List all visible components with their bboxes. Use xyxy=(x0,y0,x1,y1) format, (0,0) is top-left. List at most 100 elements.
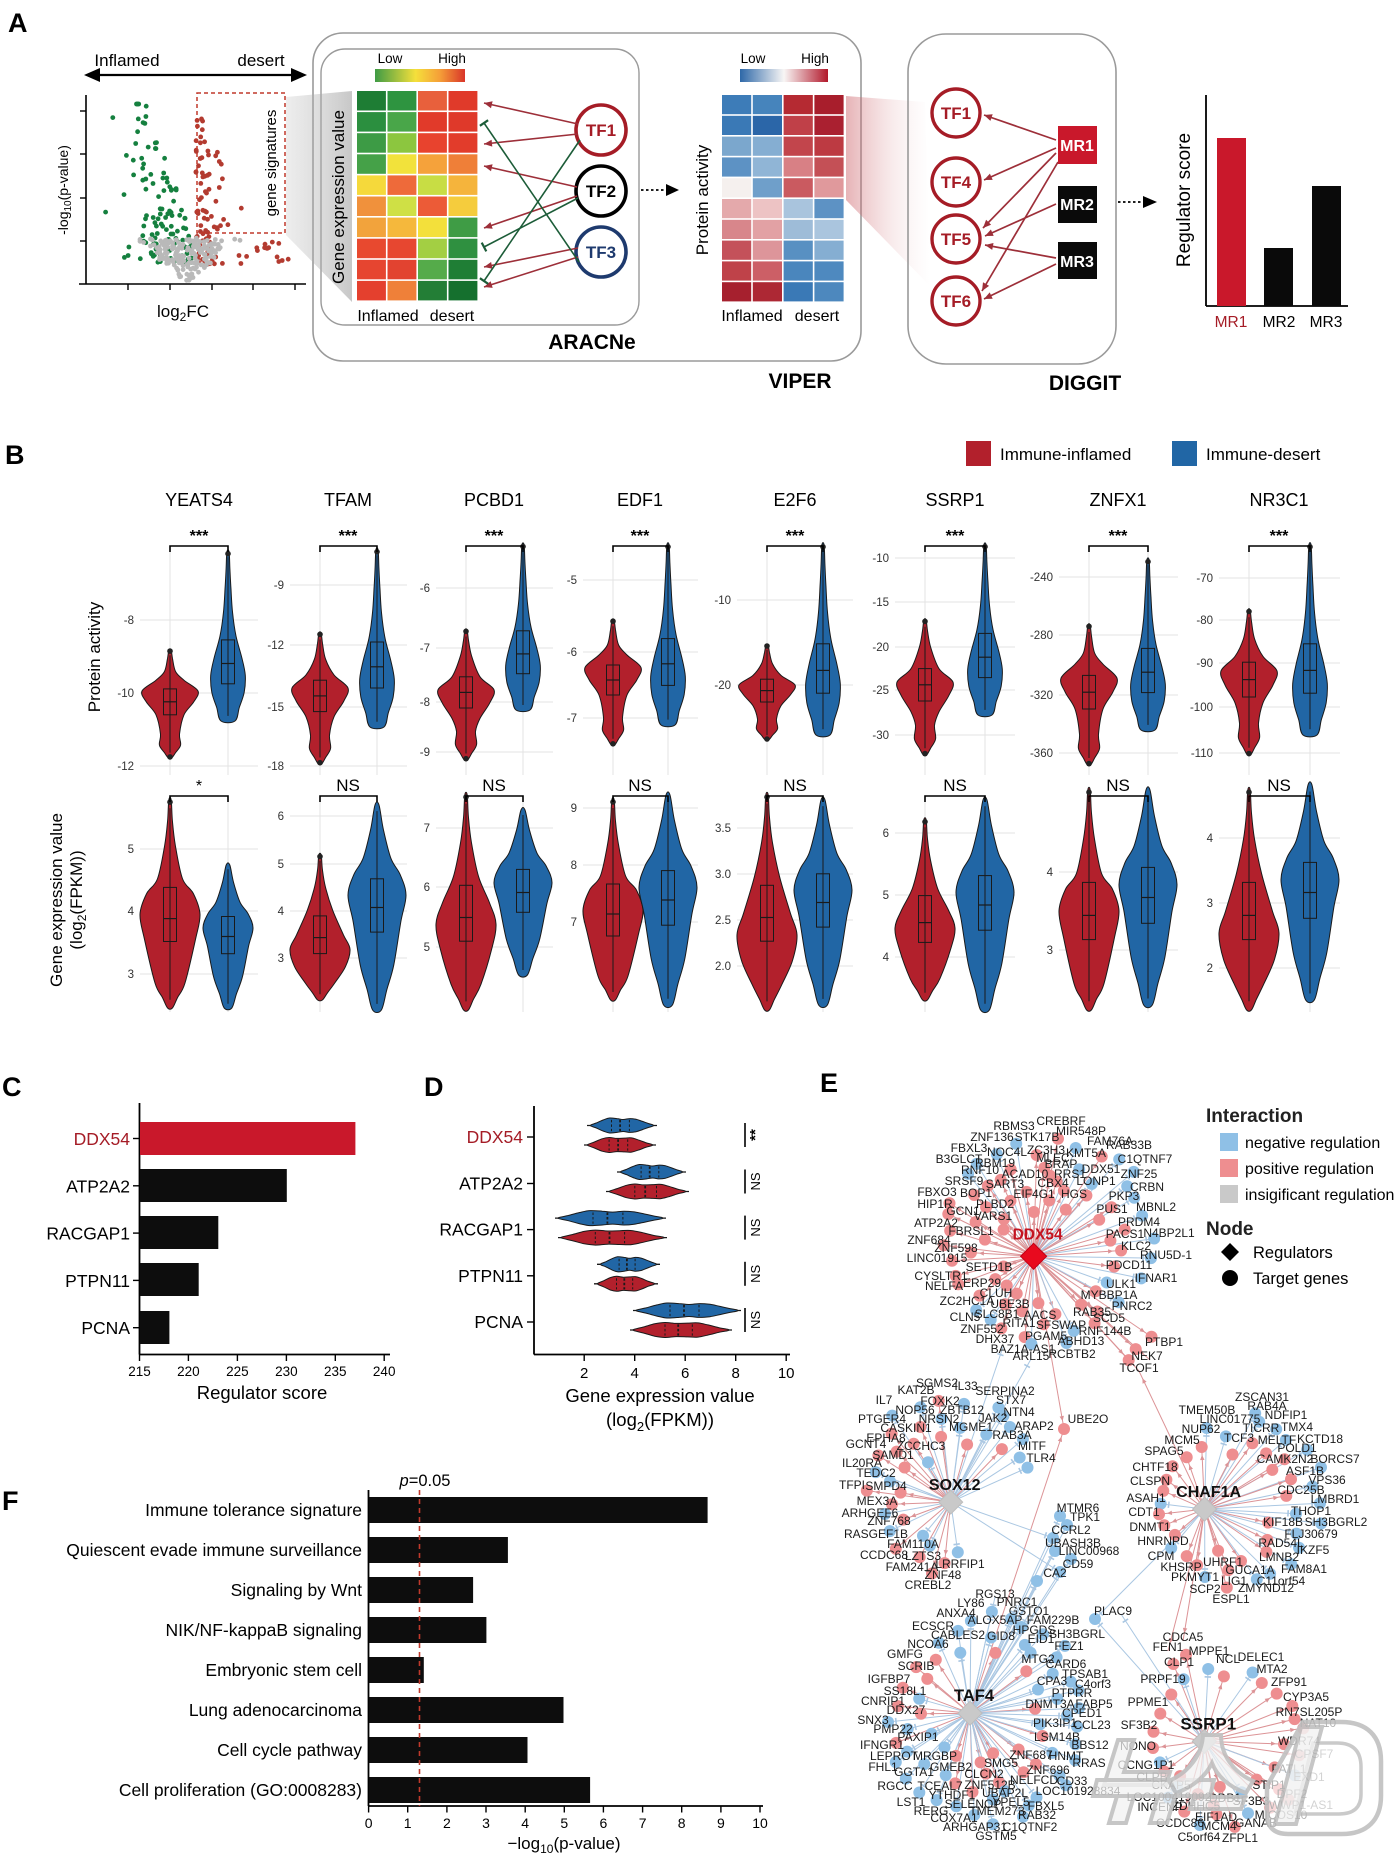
svg-text:KAT2B: KAT2B xyxy=(897,1383,934,1397)
svg-text:SOX12: SOX12 xyxy=(929,1477,981,1494)
svg-text:RACGAP1: RACGAP1 xyxy=(439,1220,523,1240)
svg-text:PTBP1: PTBP1 xyxy=(1145,1335,1183,1349)
svg-text:9: 9 xyxy=(717,1815,725,1831)
svg-text:-80: -80 xyxy=(1196,615,1213,627)
svg-text:TMX4: TMX4 xyxy=(1281,1420,1313,1434)
svg-text:MTA2: MTA2 xyxy=(1256,1662,1287,1676)
svg-text:ABHD13: ABHD13 xyxy=(1058,1334,1105,1348)
svg-text:MR2: MR2 xyxy=(1060,197,1094,214)
svg-text:DDX54: DDX54 xyxy=(74,1129,131,1149)
svg-text:CD33: CD33 xyxy=(1057,1774,1088,1788)
svg-text:GCNT4: GCNT4 xyxy=(846,1437,887,1451)
svg-text:EPHA8: EPHA8 xyxy=(866,1431,906,1445)
svg-text:NS: NS xyxy=(748,1218,763,1236)
svg-text:MRGBP: MRGBP xyxy=(913,1749,957,1763)
svg-text:2.5: 2.5 xyxy=(715,915,731,927)
svg-text:8: 8 xyxy=(678,1815,686,1831)
svg-text:GID8: GID8 xyxy=(987,1629,1015,1643)
svg-text:-30: -30 xyxy=(872,730,889,742)
svg-text:ARHGEF6: ARHGEF6 xyxy=(842,1506,899,1520)
svg-text:(log2(FPKM)): (log2(FPKM)) xyxy=(67,850,89,949)
svg-text:RASGEF1B: RASGEF1B xyxy=(844,1527,908,1541)
svg-text:LY86: LY86 xyxy=(957,1596,984,1610)
svg-text:-100: -100 xyxy=(1190,702,1213,714)
svg-text:MCM4: MCM4 xyxy=(1201,1819,1237,1833)
svg-text:MR2: MR2 xyxy=(1263,314,1296,331)
svg-text:7: 7 xyxy=(424,823,430,835)
svg-text:10: 10 xyxy=(778,1365,795,1382)
svg-text:MPPE1: MPPE1 xyxy=(1189,1644,1230,1658)
svg-text:-25: -25 xyxy=(872,685,889,697)
svg-text:PAXIP1: PAXIP1 xyxy=(897,1730,938,1744)
svg-text:**: ** xyxy=(747,1129,764,1141)
svg-text:ZFPL1: ZFPL1 xyxy=(1222,1831,1258,1845)
svg-text:MR3: MR3 xyxy=(1310,314,1343,331)
svg-text:KMT5A: KMT5A xyxy=(1066,1146,1106,1160)
svg-text:HNRNPD: HNRNPD xyxy=(1137,1534,1189,1548)
svg-text:LMBRD1: LMBRD1 xyxy=(1311,1492,1360,1506)
svg-text:SETD1B: SETD1B xyxy=(966,1260,1013,1274)
svg-text:7: 7 xyxy=(571,917,577,929)
svg-text:PTPN11: PTPN11 xyxy=(65,1271,130,1291)
svg-text:225: 225 xyxy=(226,1364,249,1379)
svg-text:MELTF: MELTF xyxy=(1258,1433,1296,1447)
svg-text:CCRL2: CCRL2 xyxy=(1051,1523,1091,1537)
svg-text:SELENOP: SELENOP xyxy=(945,1797,1002,1811)
svg-text:3: 3 xyxy=(482,1815,490,1831)
svg-text:SFSWAP: SFSWAP xyxy=(1036,1318,1086,1332)
svg-text:FHL1: FHL1 xyxy=(868,1760,898,1774)
svg-text:desert: desert xyxy=(237,51,285,70)
svg-text:C1QTNF7: C1QTNF7 xyxy=(1118,1152,1173,1166)
svg-text:ZNF136: ZNF136 xyxy=(970,1130,1014,1144)
svg-text:3: 3 xyxy=(278,953,284,965)
svg-text:ZC3H3: ZC3H3 xyxy=(1027,1143,1065,1157)
svg-text:PLAC9: PLAC9 xyxy=(1094,1604,1132,1618)
svg-text:ANXA4: ANXA4 xyxy=(936,1606,976,1620)
svg-text:TPK1: TPK1 xyxy=(1070,1510,1100,1524)
svg-text:p=0.05: p=0.05 xyxy=(399,1472,451,1490)
svg-text:MLEC: MLEC xyxy=(1036,1151,1070,1165)
svg-text:ZNF687: ZNF687 xyxy=(1009,1748,1053,1762)
svg-text:PTPN11: PTPN11 xyxy=(458,1266,523,1286)
svg-text:gene signatures: gene signatures xyxy=(263,110,280,217)
svg-text:MBNL2: MBNL2 xyxy=(1136,1200,1176,1214)
svg-text:VIPER: VIPER xyxy=(768,370,831,393)
svg-text:ZMYND12: ZMYND12 xyxy=(1238,1581,1294,1595)
svg-text:CLUH: CLUH xyxy=(980,1286,1013,1300)
svg-text:TF6: TF6 xyxy=(941,292,971,311)
svg-text:CDC25B: CDC25B xyxy=(1277,1483,1324,1497)
svg-text:TFAM: TFAM xyxy=(324,490,372,510)
svg-text:-9: -9 xyxy=(420,747,430,759)
svg-text:4: 4 xyxy=(1047,867,1054,879)
svg-text:RAB4A: RAB4A xyxy=(1247,1399,1286,1413)
svg-text:Gene expression value: Gene expression value xyxy=(329,110,348,284)
svg-text:ATP2A2: ATP2A2 xyxy=(914,1216,958,1230)
svg-text:TICRR: TICRR xyxy=(1243,1421,1280,1435)
svg-text:KIF18B: KIF18B xyxy=(1263,1515,1303,1529)
svg-text:RAB3A: RAB3A xyxy=(992,1428,1031,1442)
svg-text:A: A xyxy=(8,8,28,38)
svg-text:PIK3IP1: PIK3IP1 xyxy=(1033,1716,1077,1730)
svg-text:EIF1AD: EIF1AD xyxy=(1195,1810,1237,1824)
svg-text:-8: -8 xyxy=(124,615,134,627)
svg-text:KCTD18: KCTD18 xyxy=(1297,1432,1343,1446)
svg-text:CASKIN1: CASKIN1 xyxy=(880,1421,932,1435)
svg-text:215: 215 xyxy=(128,1364,151,1379)
svg-text:DDX51: DDX51 xyxy=(1082,1162,1121,1176)
svg-text:TF3: TF3 xyxy=(586,243,616,262)
svg-text:SMPD4: SMPD4 xyxy=(865,1479,907,1493)
svg-text:FOXK2: FOXK2 xyxy=(920,1394,960,1408)
svg-text:Low: Low xyxy=(378,51,403,66)
svg-text:ATP2A2: ATP2A2 xyxy=(459,1174,523,1194)
svg-text:FAM110A: FAM110A xyxy=(887,1537,939,1551)
svg-text:SSRP1: SSRP1 xyxy=(925,490,984,510)
svg-text:PPME1: PPME1 xyxy=(1128,1695,1169,1709)
svg-text:Target genes: Target genes xyxy=(1253,1270,1348,1288)
svg-text:log2FC: log2FC xyxy=(157,302,209,324)
svg-text:SSRP1: SSRP1 xyxy=(1180,1714,1236,1733)
svg-text:CBX4: CBX4 xyxy=(1037,1176,1069,1190)
svg-text:CREBRF: CREBRF xyxy=(1036,1114,1085,1128)
svg-text:Regulator score: Regulator score xyxy=(1174,133,1195,267)
svg-text:NS: NS xyxy=(336,776,360,795)
svg-text:PLBD2: PLBD2 xyxy=(976,1197,1014,1211)
